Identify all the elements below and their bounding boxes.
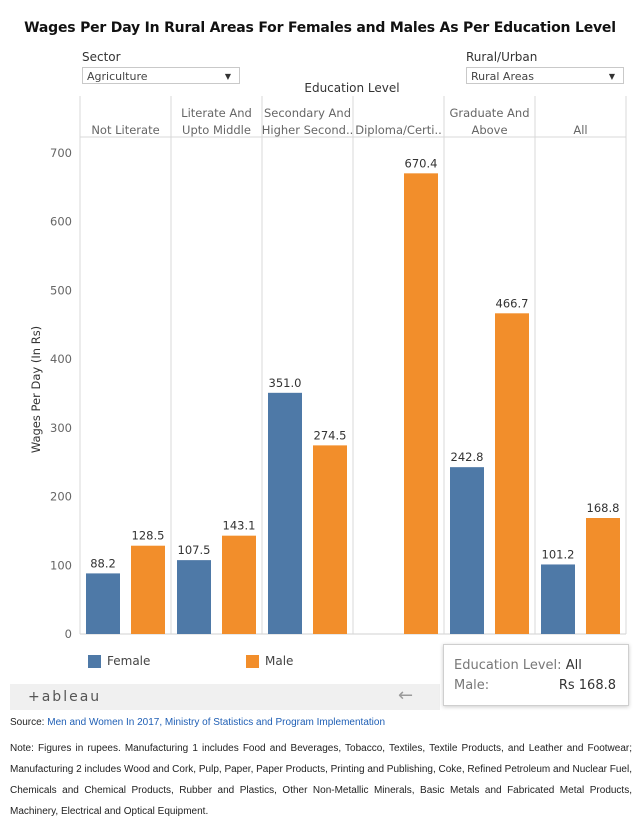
y-tick-label: 200: [50, 490, 72, 504]
source-label: Source:: [10, 717, 45, 728]
data-label: 107.5: [178, 543, 211, 557]
legend-swatch-female: [88, 654, 101, 668]
y-tick-label: 0: [65, 627, 72, 641]
y-tick-label: 400: [50, 352, 72, 366]
chevron-down-icon: ▼: [608, 72, 615, 81]
tableau-logo[interactable]: +ableau: [28, 689, 102, 705]
data-label: 101.2: [542, 547, 575, 561]
tooltip-line-education: Education Level: All: [454, 658, 582, 673]
bar-male: [586, 518, 620, 634]
data-label: 128.5: [132, 529, 165, 543]
y-tick-label: 600: [50, 215, 72, 229]
tooltip: Education Level: All Male: Rs 168.8: [443, 644, 629, 706]
tableau-toolbar: +ableau ←: [10, 684, 440, 710]
bar-female: [86, 573, 120, 634]
bar-male: [313, 445, 347, 634]
tooltip-male-value: Rs 168.8: [558, 678, 616, 693]
data-label: 168.8: [587, 501, 620, 515]
bar-female: [268, 392, 302, 634]
legend-item-male[interactable]: Male: [246, 654, 293, 668]
bar-male: [222, 535, 256, 634]
source-line: Source: Men and Women In 2017, Ministry …: [10, 717, 385, 728]
bar-male: [131, 545, 165, 634]
y-tick-label: 500: [50, 283, 72, 297]
data-label: 242.8: [451, 450, 484, 464]
legend-label-female: Female: [107, 654, 151, 668]
sector-dropdown-value: Agriculture: [87, 70, 148, 83]
category-label: Graduate And Above: [449, 106, 529, 137]
category-label: Secondary And Higher Second..: [262, 106, 354, 137]
y-axis-label: Wages Per Day (In Rs): [29, 326, 43, 453]
legend-item-female[interactable]: Female: [88, 654, 150, 668]
bar-female: [541, 564, 575, 634]
category-label: Not Literate: [91, 123, 159, 137]
column-header-title: Education Level: [304, 81, 399, 95]
category-label: Diploma/Certi..: [355, 123, 442, 137]
category-label: All: [573, 123, 587, 137]
y-tick-label: 300: [50, 421, 72, 435]
bar-male: [495, 313, 529, 634]
chevron-down-icon: ▼: [224, 72, 231, 81]
data-label: 274.5: [314, 428, 347, 442]
rural-urban-dropdown-value: Rural Areas: [471, 70, 534, 83]
category-label: Literate And Upto Middle: [181, 106, 252, 137]
data-label: 670.4: [405, 156, 438, 170]
legend-label-male: Male: [265, 654, 294, 668]
data-label: 88.2: [90, 556, 116, 570]
data-label: 466.7: [496, 296, 529, 310]
rural-urban-dropdown[interactable]: Rural Areas ▼: [466, 67, 624, 84]
undo-arrow-icon[interactable]: ←: [398, 685, 414, 706]
y-tick-label: 700: [50, 146, 72, 160]
tooltip-education-value: All: [565, 658, 582, 673]
chart-title: Wages Per Day In Rural Areas For Females…: [24, 20, 616, 36]
rural-urban-filter-label: Rural/Urban: [466, 50, 538, 64]
legend-swatch-male: [246, 654, 259, 668]
footnote: Note: Figures in rupees. Manufacturing 1…: [10, 743, 632, 817]
sector-filter-label: Sector: [82, 50, 121, 64]
bar-female: [177, 560, 211, 634]
tooltip-education-label: Education Level:: [454, 658, 562, 673]
tooltip-male-label: Male:: [454, 678, 490, 693]
source-link[interactable]: Men and Women In 2017, Ministry of Stati…: [47, 717, 385, 728]
bar-chart: Education Level Not Literate Literate And U…: [29, 81, 627, 641]
y-tick-label: 100: [50, 558, 72, 572]
data-label: 143.1: [223, 519, 256, 533]
bar-female: [450, 467, 484, 634]
data-label: 351.0: [269, 376, 302, 390]
sector-dropdown[interactable]: Agriculture ▼: [82, 67, 240, 84]
bar-male: [404, 173, 438, 635]
